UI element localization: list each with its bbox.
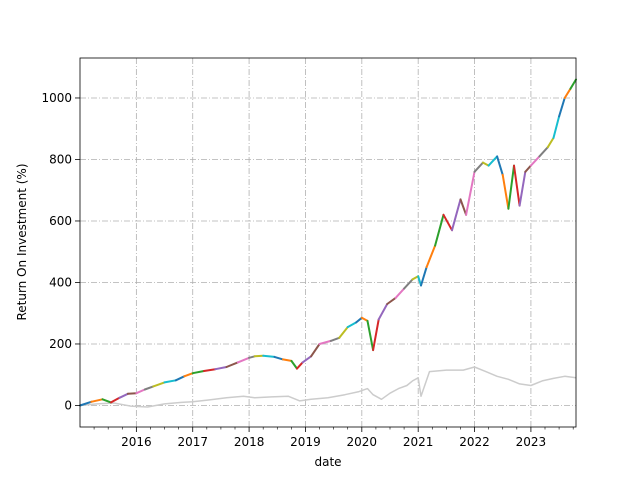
roi-line-segment bbox=[360, 316, 369, 322]
y-tick-label: 600 bbox=[49, 214, 72, 228]
roi-line-segment bbox=[338, 326, 349, 339]
roi-line-segment bbox=[101, 398, 112, 404]
roi-line-segment bbox=[473, 161, 484, 173]
roi-line-segment bbox=[79, 400, 93, 407]
roi-line-segment bbox=[214, 366, 228, 371]
roi-line-segment bbox=[183, 372, 194, 378]
x-axis: 2016 2017 2018 2019 2020 2021 2022 2023 bbox=[93, 427, 574, 449]
x-tick-label: 2021 bbox=[403, 435, 434, 449]
roi-line-segment bbox=[90, 398, 104, 403]
roi-line-segment bbox=[290, 359, 298, 370]
y-tick-label: 200 bbox=[49, 337, 72, 351]
x-tick-label: 2022 bbox=[459, 435, 490, 449]
roi-line-segment bbox=[281, 358, 293, 362]
y-tick-label: 400 bbox=[49, 275, 72, 289]
roi-line-segment bbox=[538, 146, 549, 158]
roi-line-segment bbox=[563, 87, 572, 99]
roi-line-segment bbox=[386, 296, 397, 305]
roi-line-segment bbox=[420, 266, 428, 287]
roi-line-segment bbox=[301, 355, 313, 364]
roi-line-segment bbox=[465, 170, 476, 216]
axes-background bbox=[80, 58, 576, 427]
roi-line-segment bbox=[110, 396, 121, 404]
roi-line-segment bbox=[135, 388, 146, 395]
roi-line-segment bbox=[310, 343, 321, 358]
x-tick-label: 2016 bbox=[121, 435, 152, 449]
roi-line-segment bbox=[191, 370, 205, 375]
roi-line-segment bbox=[546, 136, 555, 149]
roi-line-segment bbox=[411, 275, 420, 281]
roi-line-segment bbox=[126, 392, 138, 395]
x-tick-label: 2019 bbox=[290, 435, 321, 449]
benchmark-line bbox=[79, 366, 577, 408]
roi-line-segment bbox=[152, 381, 166, 388]
roi-line-segment bbox=[253, 354, 265, 358]
roi-line-segment bbox=[372, 318, 380, 352]
roi-line-segment bbox=[451, 198, 462, 232]
roi-line-segment bbox=[143, 385, 155, 391]
roi-line-segment bbox=[377, 303, 389, 321]
axes-frame bbox=[79, 57, 577, 428]
roi-line-segment bbox=[518, 170, 527, 207]
roi-line-segment bbox=[403, 278, 414, 290]
roi-line-segment bbox=[501, 173, 510, 210]
roi-line-segment bbox=[296, 361, 304, 370]
roi-line-segment bbox=[318, 339, 332, 345]
y-tick-label: 800 bbox=[49, 152, 72, 166]
roi-line-segment bbox=[355, 316, 363, 324]
roi-line-segment bbox=[569, 78, 577, 90]
roi-line-segment bbox=[513, 164, 521, 207]
y-tick-label: 1000 bbox=[41, 91, 72, 105]
roi-line-segment bbox=[487, 155, 499, 167]
x-tick-label: 2018 bbox=[234, 435, 265, 449]
roi-line-segment bbox=[459, 198, 468, 216]
x-tick-label: 2023 bbox=[516, 435, 547, 449]
roi-line-segment bbox=[434, 213, 445, 247]
roi-line-segment bbox=[225, 361, 239, 368]
roi-line-segment bbox=[118, 392, 129, 399]
roi-line-segment bbox=[496, 155, 504, 176]
roi-line-segment bbox=[262, 354, 276, 358]
roi-line-segment bbox=[236, 356, 251, 364]
roi-line-segment bbox=[366, 319, 375, 352]
x-tick-label: 2020 bbox=[347, 435, 378, 449]
roi-line-segment bbox=[529, 155, 541, 167]
y-axis: 0 200 400 600 800 1000 bbox=[41, 91, 80, 412]
roi-line-segment bbox=[163, 379, 177, 384]
y-tick-label: 0 bbox=[64, 398, 72, 412]
roi-line-segment bbox=[482, 161, 490, 167]
roi-line-segment bbox=[425, 244, 437, 269]
roi-line-segment bbox=[203, 368, 217, 372]
roi-line-segment bbox=[346, 321, 358, 329]
roi-line-segment bbox=[558, 97, 566, 118]
roi-line-segment bbox=[524, 164, 532, 173]
y-axis-label: Return On Investment (%) bbox=[15, 163, 29, 320]
roi-line-segment bbox=[394, 287, 406, 299]
series-layer bbox=[79, 78, 577, 408]
x-tick-label: 2017 bbox=[177, 435, 208, 449]
roi-line-segment bbox=[329, 336, 341, 342]
grid bbox=[80, 58, 576, 427]
roi-line-segment bbox=[507, 164, 515, 210]
roi-line-segment bbox=[442, 213, 453, 232]
x-axis-label: date bbox=[314, 455, 341, 469]
roi-line-segment bbox=[552, 115, 561, 139]
roi-line-segment bbox=[174, 375, 186, 382]
roi-line-segment bbox=[273, 355, 284, 361]
plot-area bbox=[79, 57, 577, 428]
